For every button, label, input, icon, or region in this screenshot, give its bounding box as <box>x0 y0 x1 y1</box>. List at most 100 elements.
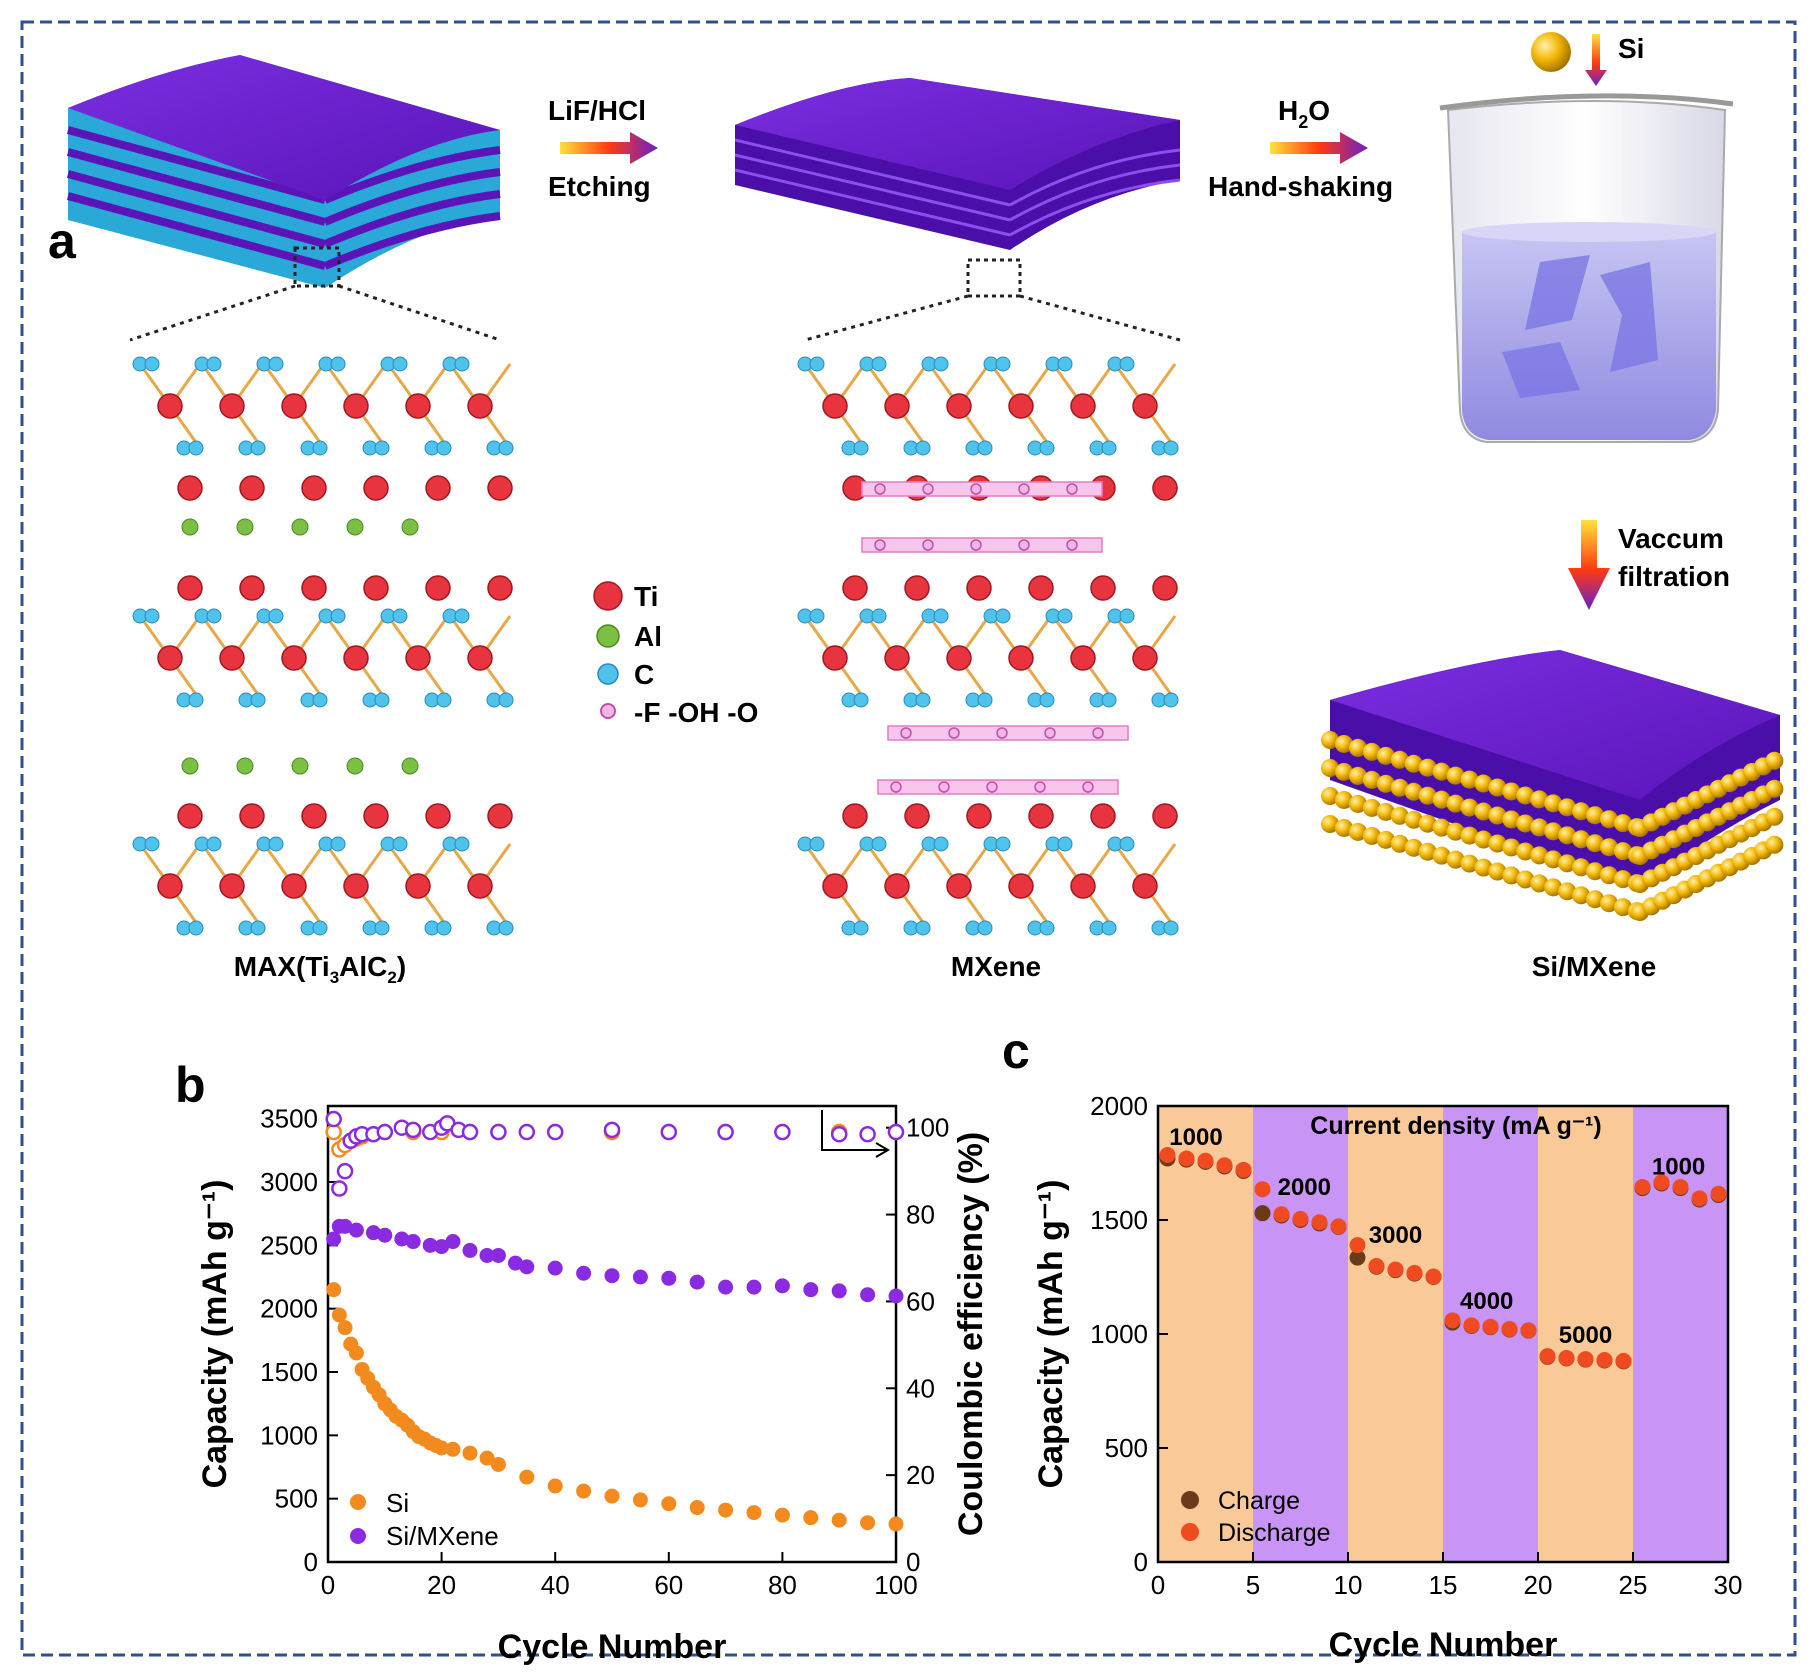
arrow1-top-label: LiF/HCl <box>548 95 646 126</box>
chart-b-point-1 <box>337 1320 353 1336</box>
chart-c-point-discharge <box>1577 1351 1594 1368</box>
x-tick-label: 0 <box>321 1570 335 1600</box>
chart-b-point-1 <box>519 1469 535 1485</box>
chart-b-point-1 <box>661 1496 677 1512</box>
beaker-icon <box>1439 93 1734 443</box>
chart-c-ylabel: Capacity (mAh g⁻¹) <box>1032 1180 1070 1489</box>
chart-c-band-label: 2000 <box>1278 1174 1331 1201</box>
si-mxene-slab <box>1321 650 1784 921</box>
panel-a: a LiF/HCl Etching H2O Hand-shaking <box>48 32 1784 987</box>
y-tick-label: 2000 <box>1090 1091 1148 1121</box>
chart-b-point-1 <box>860 1515 876 1531</box>
chart-b-ce-indicator <box>821 1110 886 1151</box>
chart-b-point-2 <box>718 1279 734 1295</box>
chart-c-point-discharge <box>1520 1322 1537 1339</box>
y-tick-label: 2000 <box>260 1294 318 1324</box>
chart-b-point-2 <box>348 1222 364 1238</box>
chart-c-point-discharge <box>1387 1261 1404 1278</box>
x-tick-label: 20 <box>427 1570 456 1600</box>
x-tick-label: 15 <box>1429 1570 1458 1600</box>
chart-b-point-2 <box>405 1234 421 1250</box>
y2-tick-label: 80 <box>906 1200 935 1230</box>
chart-c-point-discharge <box>1273 1206 1290 1223</box>
chart-c-title: Current density (mA g⁻¹) <box>1310 1112 1601 1140</box>
x-tick-label: 60 <box>654 1570 683 1600</box>
chart-b-point-4 <box>461 1123 479 1141</box>
chart-b-point-2 <box>661 1270 677 1286</box>
chart-b-ylabel: Capacity (mAh g⁻¹) <box>196 1180 234 1489</box>
chart-b-legend-simxene-marker <box>350 1528 366 1544</box>
chart-b-point-4 <box>325 1110 342 1128</box>
chart-b-point-2 <box>519 1259 535 1275</box>
chart-b-legend-si: Si <box>386 1488 409 1518</box>
mxene-label: MXene <box>951 951 1041 982</box>
chart-c-legend-charge: Charge <box>1218 1487 1300 1515</box>
chart-c-band <box>1348 1106 1443 1562</box>
arrow2-bottom-label: Hand-shaking <box>1208 171 1393 202</box>
y-tick-label: 1000 <box>260 1420 318 1450</box>
chart-b-point-1 <box>689 1500 705 1516</box>
chart-c-point-discharge <box>1596 1351 1613 1368</box>
chart-c-marks: 1000 2000 3000 4000 5000 1000 <box>1159 1124 1727 1370</box>
chart-b-point-4 <box>603 1121 621 1139</box>
chart-c-band-label: 5000 <box>1559 1322 1612 1349</box>
si-mxene-label: Si/MXene <box>1532 951 1656 982</box>
chart-b-point-1 <box>774 1507 790 1523</box>
chart-c-band-label: 1000 <box>1169 1124 1222 1151</box>
chart-b-point-4 <box>887 1123 905 1141</box>
y-tick-label: 500 <box>1105 1433 1148 1463</box>
chart-b-point-1 <box>479 1450 495 1466</box>
x-tick-label: 100 <box>874 1570 917 1600</box>
x-tick-label: 5 <box>1246 1570 1260 1600</box>
si-particle-icon <box>1531 32 1571 72</box>
arrow2 <box>1270 132 1368 164</box>
chart-b-point-1 <box>348 1345 364 1361</box>
x-tick-label: 0 <box>1151 1570 1165 1600</box>
panel-c: c 0 5 10 15 20 25 30 0 500 1000 1500 2000 1000 2000 3… <box>1002 1023 1742 1664</box>
chart-b-point-4 <box>774 1123 791 1141</box>
max-atomic-structure <box>132 356 514 936</box>
chart-b-point-4 <box>660 1123 678 1141</box>
y-tick-label: 2500 <box>260 1230 318 1260</box>
x-tick-label: 80 <box>768 1570 797 1600</box>
chart-b-point-1 <box>746 1505 762 1521</box>
chart-c-point-discharge <box>1444 1312 1461 1329</box>
chart-b-point-2 <box>445 1234 461 1250</box>
chart-b-point-1 <box>604 1488 620 1504</box>
legend-termination-marker <box>600 703 616 719</box>
chart-c-point-discharge <box>1330 1218 1347 1235</box>
chart-b-point-1 <box>803 1510 819 1526</box>
chart-b-point-1 <box>331 1307 347 1323</box>
chart-c-band <box>1538 1106 1633 1562</box>
chart-b-point-4 <box>376 1123 394 1141</box>
chart-c-point-discharge <box>1292 1210 1309 1227</box>
chart-c-point-discharge <box>1463 1317 1480 1334</box>
y2-tick-label: 40 <box>906 1373 935 1403</box>
chart-b-point-1 <box>576 1483 592 1499</box>
legend-ti-marker <box>593 581 623 611</box>
panel-label-c: c <box>1002 1023 1030 1079</box>
chart-b-point-4 <box>331 1180 348 1197</box>
chart-b-point-2 <box>831 1283 847 1299</box>
chart-c-point-discharge <box>1349 1237 1366 1254</box>
y-tick-label: 3000 <box>260 1167 318 1197</box>
chart-b-point-4 <box>490 1123 507 1141</box>
chart-c-point-charge <box>1254 1205 1271 1222</box>
chart-b-point-4 <box>717 1123 734 1141</box>
y2-tick-label: 100 <box>906 1113 949 1143</box>
chart-c-band-label: 4000 <box>1460 1288 1513 1315</box>
chart-b-point-2 <box>547 1260 563 1276</box>
chart-b-y2label: Coulombic efficiency (%) <box>952 1132 990 1536</box>
chart-c-point-discharge <box>1691 1190 1708 1207</box>
chart-b-point-2 <box>689 1274 705 1290</box>
chart-b-point-2 <box>632 1269 648 1285</box>
y-tick-label: 0 <box>304 1547 318 1577</box>
panel-label-b: b <box>175 1057 206 1113</box>
chart-c-point-discharge <box>1311 1214 1328 1231</box>
chart-c-point-discharge <box>1501 1320 1518 1337</box>
chart-c-point-discharge <box>1653 1174 1670 1191</box>
y2-tick-label: 20 <box>906 1460 935 1490</box>
y-tick-label: 1500 <box>1090 1205 1148 1235</box>
chart-b-point-2 <box>746 1279 762 1295</box>
chart-b-point-2 <box>576 1265 592 1281</box>
